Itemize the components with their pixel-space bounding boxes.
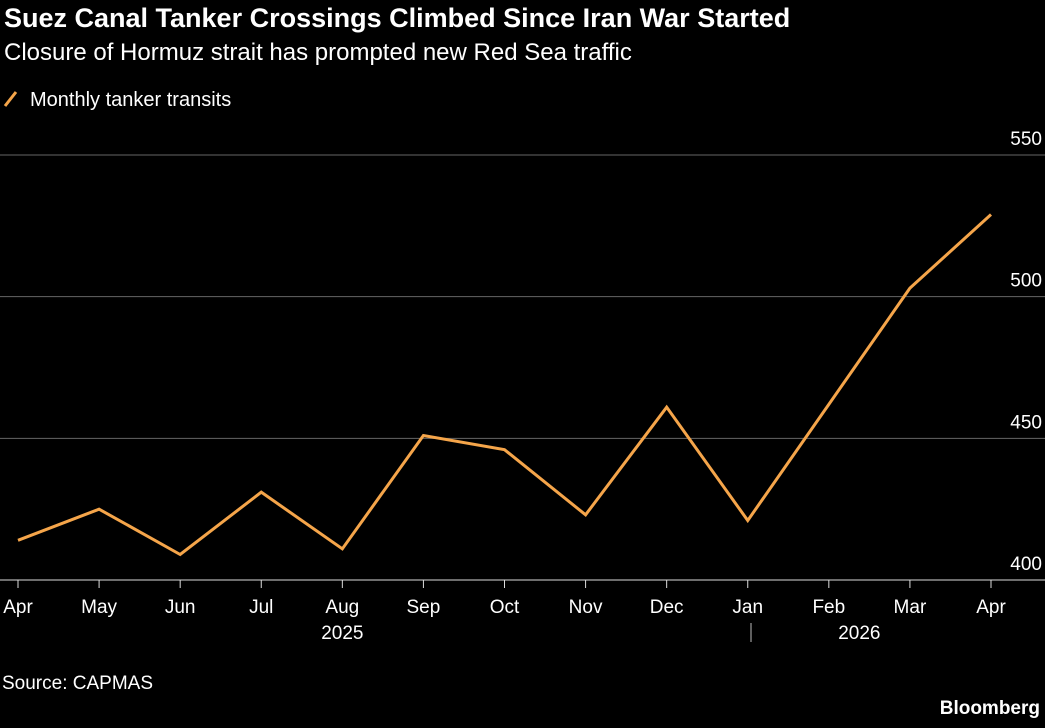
- x-tick-label: Jun: [165, 597, 196, 618]
- x-tick-label: Aug: [325, 597, 359, 618]
- x-tick-label: Jan: [732, 597, 763, 618]
- legend-swatch: [3, 91, 18, 107]
- x-tick-label: May: [81, 597, 117, 618]
- x-tick-label: Nov: [569, 597, 603, 618]
- source-note: Source: CAPMAS: [2, 673, 153, 694]
- chart-title: Suez Canal Tanker Crossings Climbed Sinc…: [4, 3, 790, 33]
- year-label: 2025: [321, 623, 363, 644]
- y-tick-label: 400: [1010, 554, 1042, 575]
- x-tick-label: Jul: [249, 597, 273, 618]
- x-tick-label: Apr: [976, 597, 1006, 618]
- x-tick-label: Feb: [812, 597, 845, 618]
- x-tick-label: Sep: [407, 597, 441, 618]
- year-label: 2026: [838, 623, 880, 644]
- y-tick-label: 550: [1010, 129, 1042, 150]
- chart-subtitle: Closure of Hormuz strait has prompted ne…: [4, 39, 632, 66]
- data-line: [17, 213, 993, 557]
- brand: Bloomberg: [940, 698, 1040, 719]
- x-tick-label: Dec: [650, 597, 684, 618]
- x-tick-label: Oct: [490, 597, 520, 618]
- x-tick-label: Mar: [894, 597, 927, 618]
- legend-label: Monthly tanker transits: [30, 89, 231, 111]
- y-tick-label: 500: [1010, 271, 1042, 292]
- y-tick-label: 450: [1010, 412, 1042, 433]
- x-tick-label: Apr: [3, 597, 33, 618]
